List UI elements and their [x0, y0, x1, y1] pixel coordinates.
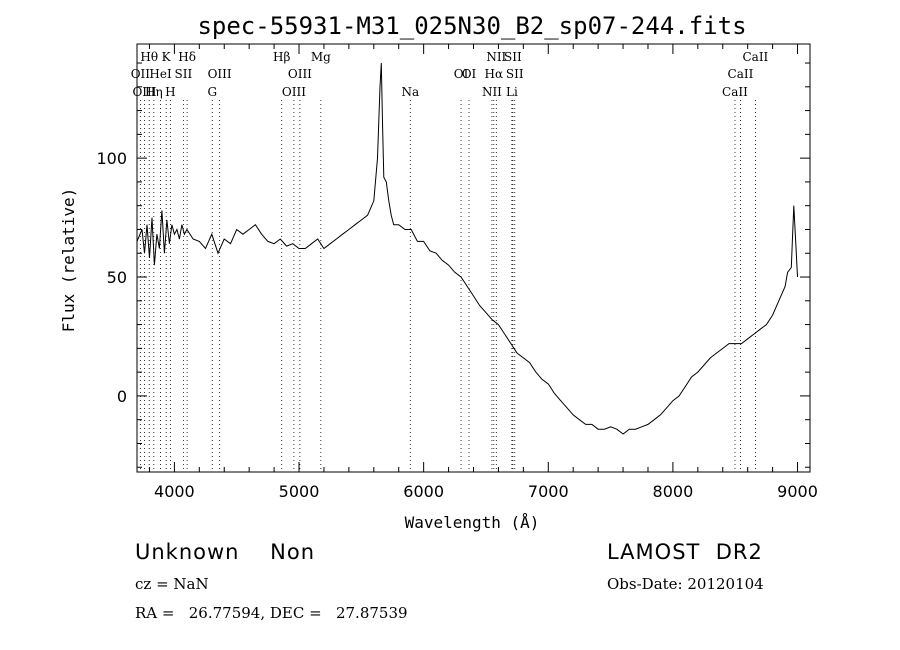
line-marker-label: NII [482, 85, 502, 99]
x-tick-label: 7000 [528, 482, 569, 501]
y-tick-label: 50 [107, 268, 127, 287]
line-marker-label: Hθ [140, 50, 158, 64]
y-tick-label: 0 [117, 387, 127, 406]
line-marker-label: Li [506, 85, 518, 99]
x-axis-label: Wavelength (Å) [405, 513, 540, 532]
x-tick-label: 9000 [777, 482, 818, 501]
line-marker-label: OIII [132, 85, 156, 99]
line-marker-label: OIII [288, 67, 312, 81]
line-marker-label: OIII [282, 85, 306, 99]
line-marker-label: OII [131, 67, 151, 81]
redshift-cz: cz = NaN [135, 575, 209, 593]
line-marker-label: G [207, 85, 217, 99]
x-tick-label: 4000 [154, 482, 195, 501]
line-marker-label: Mg [311, 50, 331, 64]
x-tick-label: 8000 [653, 482, 694, 501]
y-axis-label: Flux (relative) [59, 188, 78, 333]
line-marker-label: SII [506, 67, 524, 81]
line-marker-label: NII [486, 50, 506, 64]
spectrum-chart: spec-55931-M31_025N30_B2_sp07-244.fits H… [59, 12, 818, 532]
axis-ticks: 4000 5000 6000 7000 8000 9000 0 50 100 [96, 44, 818, 501]
line-marker-label: CaII [722, 85, 748, 99]
x-tick-label: 5000 [279, 482, 320, 501]
line-marker-label: Hβ [273, 50, 290, 64]
line-marker-label: OI [454, 67, 469, 81]
line-marker-label: CaII [728, 67, 754, 81]
line-marker-label: HeI [149, 67, 172, 81]
line-marker-label: Hδ [178, 50, 196, 64]
line-marker-label: Hη [145, 85, 163, 99]
line-marker-label: Hα [485, 67, 504, 81]
coordinates: RA = 26.77594, DEC = 27.87539 [135, 604, 408, 622]
line-marker-label: SII [504, 50, 522, 64]
chart-title: spec-55931-M31_025N30_B2_sp07-244.fits [197, 12, 746, 40]
line-marker-label: K [162, 50, 172, 64]
y-tick-label: 100 [96, 149, 127, 168]
observation-date: Obs-Date: 20120104 [607, 575, 764, 593]
line-marker-label: OI [462, 67, 477, 81]
line-marker-label: OIII [208, 67, 232, 81]
line-marker-label: CaII [742, 50, 768, 64]
line-marker-label: H [165, 85, 175, 99]
line-marker-label: SII [175, 67, 193, 81]
object-class: Unknown Non [135, 540, 316, 564]
spectrum-line [136, 62, 798, 435]
survey-name: LAMOST DR2 [607, 540, 763, 564]
x-tick-label: 6000 [403, 482, 444, 501]
line-marker-label: Na [401, 85, 419, 99]
plot-frame [136, 43, 811, 473]
